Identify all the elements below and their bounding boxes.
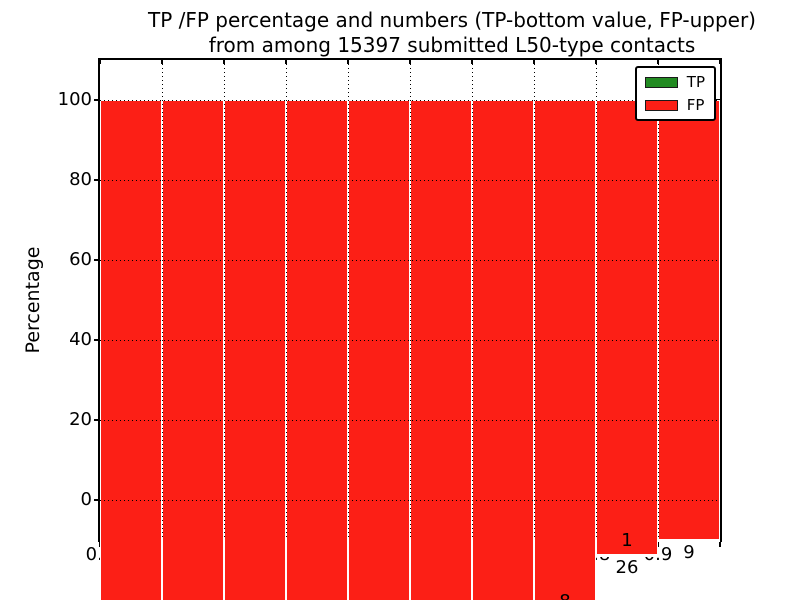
gridline-vertical bbox=[223, 60, 225, 540]
y-tick-label: 60 bbox=[69, 249, 92, 270]
y-tick-label: 20 bbox=[69, 409, 92, 430]
x-tick-mark-top bbox=[99, 60, 101, 64]
y-tick-label: 0 bbox=[80, 489, 92, 510]
bar-segment-fp bbox=[162, 100, 224, 600]
gridline-horizontal bbox=[100, 499, 720, 501]
gridline-vertical bbox=[409, 60, 411, 540]
bar-segment-fp bbox=[348, 100, 410, 600]
gridline-vertical bbox=[471, 60, 473, 540]
gridline-vertical bbox=[533, 60, 535, 540]
y-tick-label: 40 bbox=[69, 329, 92, 350]
bar-segment-fp bbox=[658, 100, 720, 540]
bar-segment-fp bbox=[410, 100, 472, 600]
plot-area: 1468545240251171352143619161618238341269… bbox=[98, 58, 722, 600]
legend-label-fp: FP bbox=[686, 96, 705, 114]
legend: TP FP bbox=[634, 66, 716, 121]
y-axis-label: Percentage bbox=[22, 246, 44, 354]
gridline-vertical bbox=[347, 60, 349, 540]
y-tick-mark bbox=[94, 99, 100, 101]
gridline-horizontal bbox=[100, 179, 720, 181]
bar-label-tp: 9 bbox=[683, 542, 695, 563]
chart-title-line1: TP /FP percentage and numbers (TP-bottom… bbox=[148, 8, 756, 32]
bar-segment-fp bbox=[534, 100, 596, 600]
bar-segment-fp bbox=[224, 100, 286, 600]
bar-label-tp: 26 bbox=[615, 556, 639, 578]
chart-title-line2: from among 15397 submitted L50-type cont… bbox=[208, 33, 696, 57]
bar-label-fp: 1 bbox=[621, 529, 633, 551]
tp-swatch-icon bbox=[644, 76, 678, 88]
gridline-vertical bbox=[161, 60, 163, 540]
gridline-vertical bbox=[285, 60, 287, 540]
gridline-vertical bbox=[657, 60, 659, 540]
bar-label-fp: 8 bbox=[534, 591, 596, 600]
y-tick-mark bbox=[94, 419, 100, 421]
chart-title: TP /FP percentage and numbers (TP-bottom… bbox=[148, 8, 756, 58]
gridline-vertical bbox=[595, 60, 597, 540]
bar-segment-fp bbox=[286, 100, 348, 600]
legend-item-fp: FP bbox=[644, 96, 705, 114]
bar-segment-fp bbox=[100, 100, 162, 600]
bar-segment-fp bbox=[472, 100, 534, 600]
y-tick-label: 100 bbox=[57, 89, 92, 110]
bar-segment-tp bbox=[658, 540, 720, 542]
bar-segment-tp bbox=[596, 554, 658, 557]
legend-label-tp: TP bbox=[686, 73, 705, 91]
bar-segment-fp bbox=[596, 100, 658, 555]
y-tick-label: 80 bbox=[69, 169, 92, 190]
gridline-horizontal bbox=[100, 419, 720, 421]
gridline-horizontal bbox=[100, 339, 720, 341]
legend-item-tp: TP bbox=[644, 73, 705, 91]
gridline-horizontal bbox=[100, 259, 720, 261]
fp-swatch-icon bbox=[644, 99, 678, 111]
y-tick-mark bbox=[94, 499, 100, 501]
gridline-horizontal bbox=[100, 99, 720, 101]
y-tick-mark bbox=[94, 339, 100, 341]
x-tick-mark bbox=[657, 542, 659, 547]
y-tick-mark bbox=[94, 259, 100, 261]
x-tick-mark bbox=[719, 542, 721, 547]
y-tick-mark bbox=[94, 179, 100, 181]
x-tick-mark-top bbox=[719, 60, 721, 64]
